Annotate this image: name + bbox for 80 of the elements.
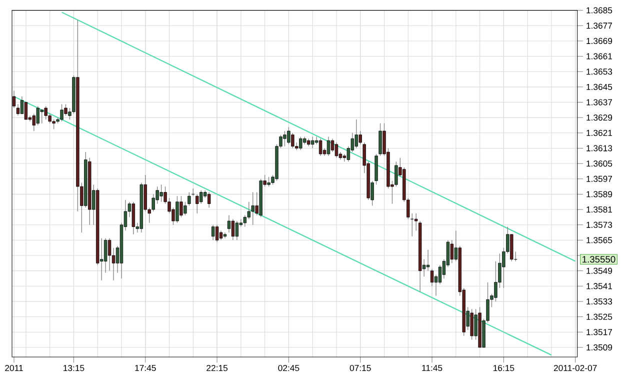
candlestick [450,240,454,264]
candlestick [330,138,334,152]
y-tick-label: 1.3605 [586,160,612,167]
candlestick [40,110,44,124]
candlestick [36,106,40,126]
candlestick [430,268,434,286]
x-tick-label: 2011-02-07 [554,364,597,372]
y-tick-label: 1.3565 [586,237,612,244]
candlestick [44,106,48,120]
candlestick [438,264,442,285]
candlestick [299,136,302,150]
candlestick [267,176,270,187]
candlestick [52,119,56,130]
candlestick [132,202,136,235]
y-tick-label: 1.3653 [586,68,612,75]
candlestick [196,194,199,214]
x-tick-label: 22:15 [206,364,228,372]
y-tick-label: 1.3661 [586,53,612,60]
y-tick-label: 1.3597 [586,176,612,182]
candlestick [184,202,187,216]
candlestick [283,130,286,147]
x-tick-label: 16:15 [494,364,514,372]
y-tick-label: 1.3613 [586,145,612,152]
candlestick [60,104,64,122]
candlestick [160,184,163,202]
candlestick [152,194,155,212]
x-tick-label: 02:45 [278,364,300,372]
y-tick-label: 1.3533 [586,298,612,305]
candlestick [251,192,254,226]
candlestick [326,136,330,156]
candlestick [200,190,203,204]
y-tick-label: 1.3525 [586,314,612,320]
candlestick [470,308,474,340]
x-tick-label: 13:15 [64,364,84,372]
y-tick-label: 1.3549 [586,268,612,274]
candlestick [318,138,322,156]
candlestick [235,220,239,240]
candlestick [215,224,219,242]
candlestick [207,192,211,208]
candlestick [24,102,28,120]
y-tick-label: 1.3637 [586,99,612,106]
y-tick-label: 1.3685 [586,7,612,14]
y-tick-label: 1.3541 [586,283,612,290]
candlestick [227,214,231,233]
text: 1.35550 [582,256,616,263]
candlestick [176,196,179,224]
x-tick-label: 2011 [5,364,23,372]
y-tick-label: 1.3669 [586,38,612,44]
x-tick-label: 17:45 [135,364,156,371]
candlestick [394,161,398,187]
candlestick [378,122,382,156]
y-tick-label: 1.3573 [586,222,612,228]
candlestick [247,202,250,220]
x-tick-label: 11:45 [422,364,442,371]
candlestick [426,249,430,272]
candlestick [104,238,108,274]
y-tick-label: 1.3677 [586,22,612,29]
candlestick [211,224,215,240]
y-tick-label: 1.3517 [586,329,612,336]
candlestick [310,136,314,149]
candlestick [334,142,338,158]
x-tick-label: 07:15 [350,364,371,372]
y-tick-label: 1.3509 [586,344,612,350]
y-tick-label: 1.3621 [586,130,612,136]
candlestick [494,260,498,302]
candlestick [354,119,358,149]
candlestick [243,214,246,228]
y-tick-label: 1.3581 [586,206,612,213]
y-tick-label: 1.3645 [586,84,612,90]
candlestick [291,132,294,149]
candlestick [16,104,20,116]
candlestick [358,130,362,145]
candlestick [64,104,68,116]
candlestick [180,196,183,218]
candlestick [219,230,223,240]
y-tick-label: 1.3629 [586,114,612,121]
candlestick [231,218,235,240]
candlestick [188,192,191,206]
candlestick [287,126,290,145]
y-tick-label: 1.3589 [586,191,612,198]
